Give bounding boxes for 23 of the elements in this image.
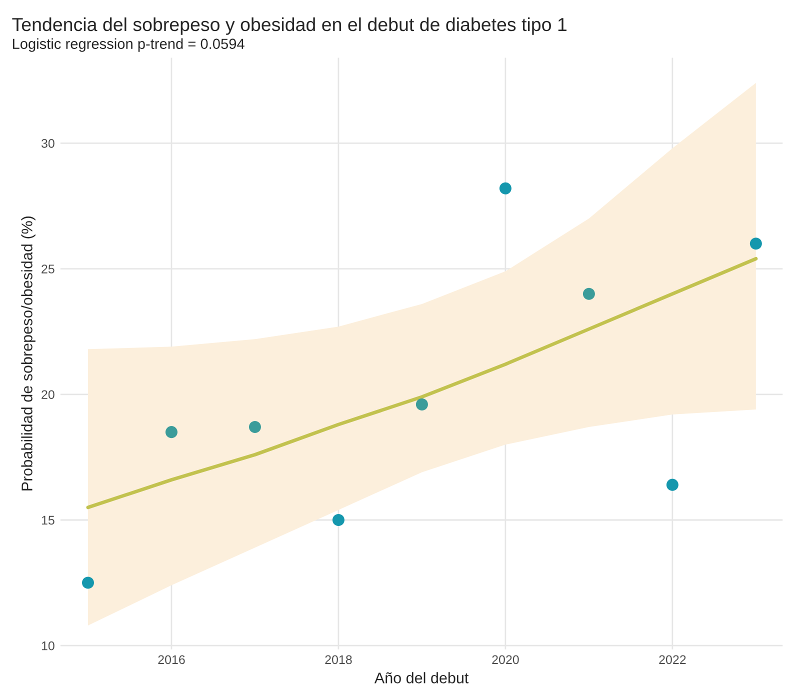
x-tick-label: 2018 xyxy=(325,655,352,664)
x-tick-label: 2020 xyxy=(492,655,519,664)
y-tick-label: 10 xyxy=(42,641,54,650)
x-tick-label: 2016 xyxy=(158,655,185,664)
point xyxy=(582,288,595,300)
y-tick-label: 20 xyxy=(42,390,54,400)
point xyxy=(332,514,344,526)
x-tick-label: 2022 xyxy=(659,655,686,664)
y-tick-label: 30 xyxy=(41,138,54,148)
x-axis-title: Año del debut xyxy=(374,672,469,684)
line-series xyxy=(86,257,758,510)
point xyxy=(82,576,94,589)
chart-title: Tendencia del sobrepeso y obesidad en el debut de diabetes tipo 1 xyxy=(12,17,566,35)
y-axis-title: Probabilidad de sobrepeso/obesidad (%) xyxy=(21,216,36,490)
point xyxy=(165,426,178,438)
chart-subtitle: Logistic regression p-trend = 0.0594 xyxy=(12,38,244,52)
point xyxy=(248,421,261,434)
point xyxy=(416,398,428,410)
y-tick-label: 25 xyxy=(42,264,54,274)
point xyxy=(750,238,762,250)
point xyxy=(499,182,512,194)
y-tick-label: 15 xyxy=(42,516,54,525)
point xyxy=(666,478,678,491)
